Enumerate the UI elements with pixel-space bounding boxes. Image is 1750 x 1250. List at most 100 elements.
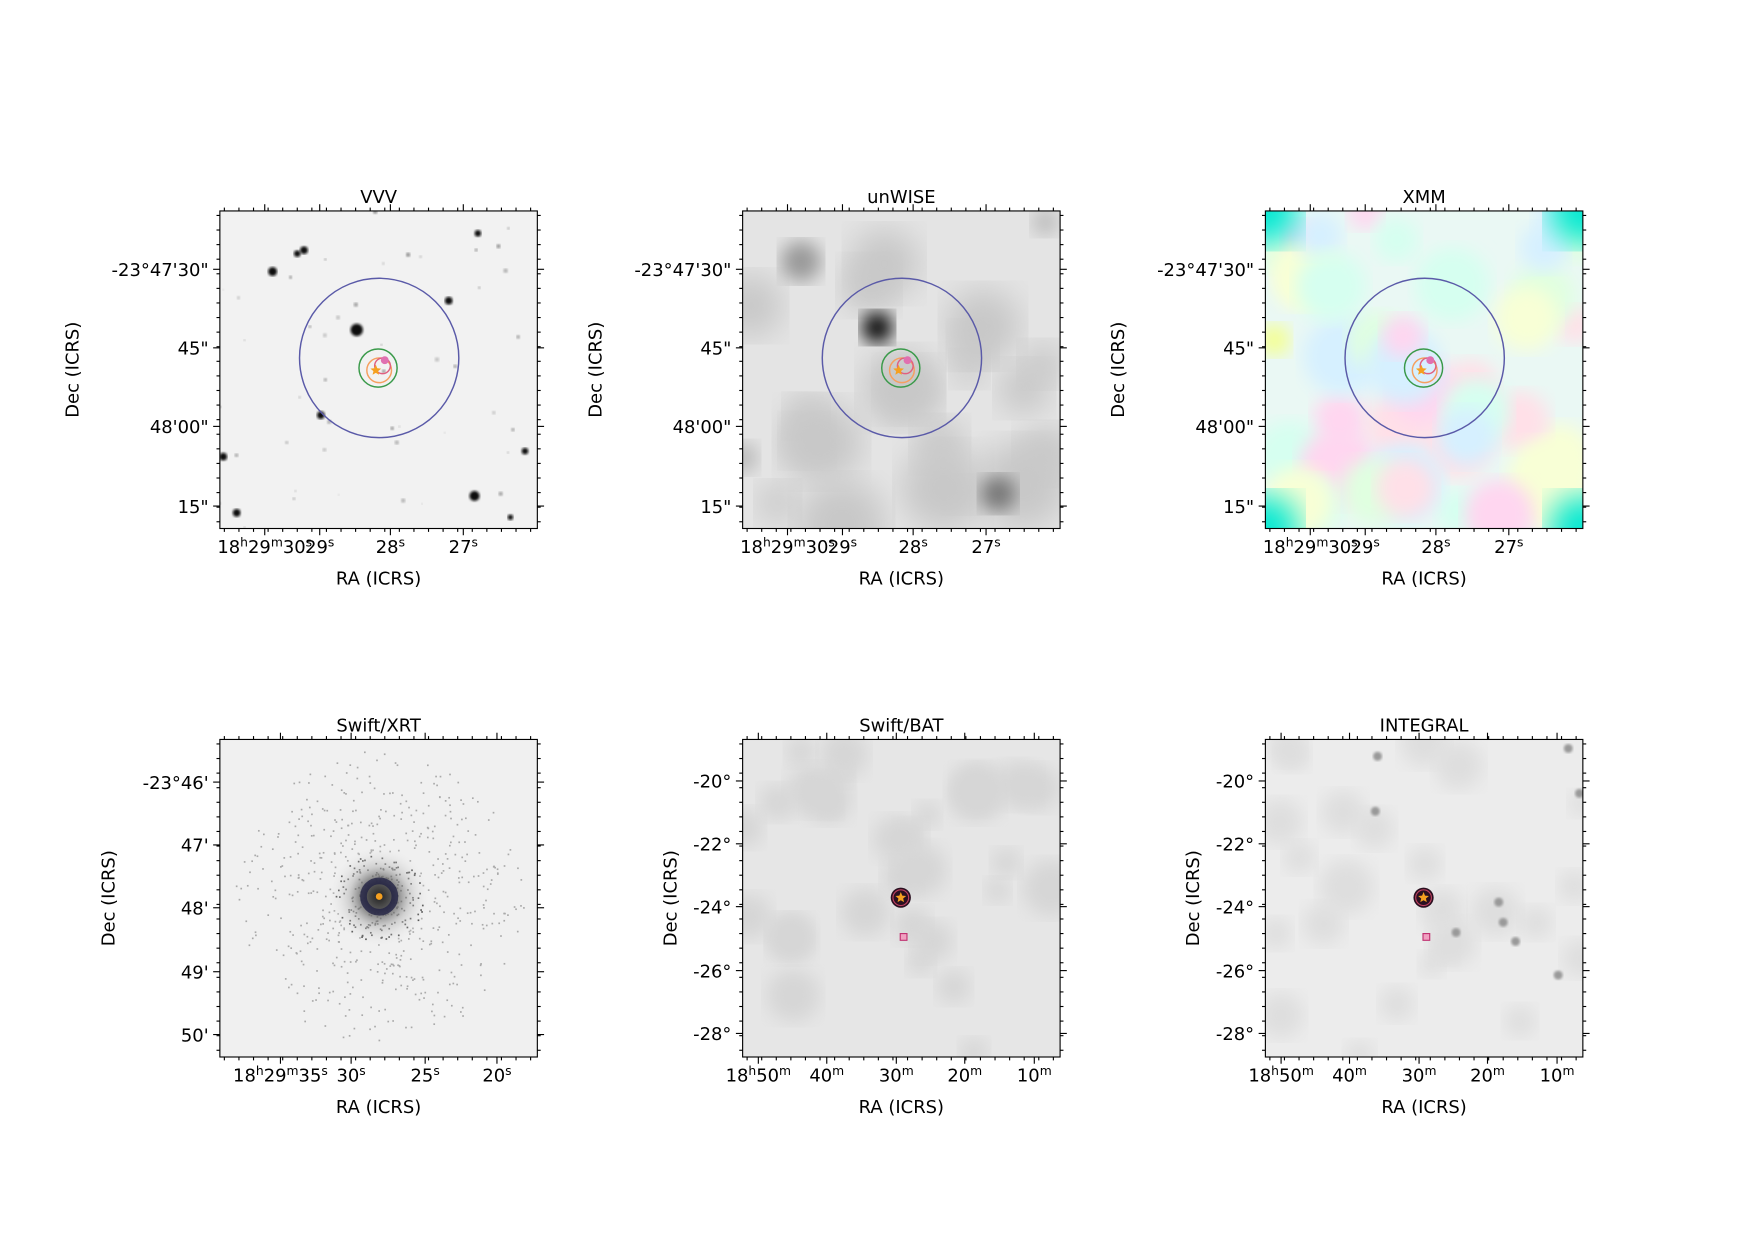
pixel [362, 996, 364, 999]
region-circle [892, 889, 910, 907]
blob [1283, 841, 1316, 874]
pixel [422, 978, 425, 981]
pixel [336, 762, 339, 765]
star [507, 514, 514, 521]
pixel [361, 1014, 364, 1017]
region-circle [821, 277, 983, 439]
pixel [349, 993, 352, 995]
pixel [345, 793, 347, 795]
pixel [304, 1020, 307, 1023]
y-tick-label: -20° [693, 772, 731, 793]
pixel [378, 815, 380, 818]
pixel [471, 922, 473, 925]
x-tick-label: 18h50m [1248, 1064, 1313, 1087]
pixel [282, 954, 285, 957]
y-tick-label: -22° [693, 835, 731, 856]
pixel [318, 987, 320, 989]
pixel [414, 993, 417, 996]
pixel [334, 866, 337, 869]
pixel [322, 909, 324, 912]
blob [1032, 210, 1059, 236]
blob [766, 968, 820, 1022]
star [390, 426, 394, 430]
pixel [486, 868, 488, 871]
pixel [444, 814, 447, 817]
star-marker [1415, 364, 1427, 375]
y-tick-label: -23°46' [143, 773, 209, 794]
pixel [330, 835, 332, 838]
pixel [396, 764, 399, 767]
blob [1428, 918, 1477, 967]
pixel [246, 884, 249, 887]
y-tick-label: -23°47'30" [1157, 260, 1254, 281]
x-axis-label: RA (ICRS) [1381, 1097, 1466, 1118]
pixel [459, 907, 462, 910]
blob [803, 773, 853, 823]
pixel [438, 796, 441, 798]
pixel [277, 836, 279, 838]
pixel [400, 818, 403, 820]
pixel [435, 775, 437, 778]
pixel [254, 854, 257, 857]
pixel [383, 844, 386, 846]
pixel [395, 957, 398, 959]
pixel [482, 885, 485, 888]
pixel [503, 865, 506, 867]
pixel [426, 836, 429, 839]
blob [1549, 494, 1583, 529]
pixel [301, 846, 304, 849]
star [474, 230, 482, 237]
pixel [448, 796, 450, 799]
pixel [338, 1002, 341, 1005]
star [353, 302, 359, 307]
x-tick-label: 29s [1351, 535, 1380, 558]
pixel [321, 808, 324, 810]
blob [1511, 936, 1521, 946]
pixel [513, 906, 516, 908]
pixel [392, 964, 395, 967]
pixel [426, 826, 429, 829]
pixel [301, 878, 304, 881]
pixel [420, 927, 423, 930]
pixel [398, 964, 401, 967]
pixel [254, 931, 257, 934]
pixel [440, 872, 443, 874]
pixel [483, 989, 486, 992]
pixel [300, 808, 303, 811]
pixel [298, 781, 301, 784]
pixel [370, 822, 373, 825]
pixel [322, 851, 325, 854]
pixel [464, 860, 467, 863]
pixel [414, 840, 416, 843]
pixel [492, 865, 495, 868]
pixel [288, 986, 290, 989]
pixel [384, 1008, 387, 1011]
y-axis-label: Dec (ICRS) [585, 322, 606, 418]
pixel [302, 963, 305, 966]
blob [1265, 917, 1292, 950]
pixel [430, 942, 433, 945]
pixel [413, 847, 416, 849]
pixel [407, 938, 410, 940]
star [434, 357, 440, 362]
blob [1408, 846, 1442, 881]
image-area [219, 739, 538, 1058]
y-tick-label: -22° [1216, 835, 1254, 856]
pixel [383, 962, 386, 965]
pixel [492, 811, 495, 814]
blob [1494, 286, 1559, 351]
pixel [401, 794, 403, 797]
pixel [303, 1010, 306, 1012]
star [308, 325, 312, 329]
pixel [306, 942, 309, 945]
x-tick-label: 30s [336, 1064, 365, 1087]
star [496, 244, 501, 249]
pixel [323, 809, 326, 812]
axes-frame [219, 210, 538, 530]
pixel [412, 979, 414, 981]
pixel [296, 952, 298, 955]
blob [1370, 806, 1380, 816]
pixel [400, 954, 403, 957]
